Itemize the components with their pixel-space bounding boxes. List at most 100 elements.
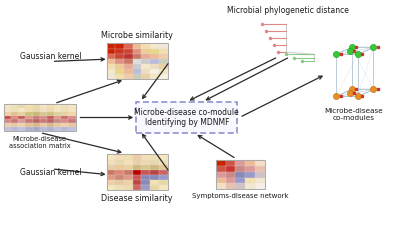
Bar [133, 165, 142, 170]
Bar [68, 108, 76, 112]
Text: Microbial phylogenetic distance: Microbial phylogenetic distance [227, 6, 349, 15]
Bar [106, 154, 115, 160]
Bar [47, 127, 54, 131]
Bar [18, 104, 26, 108]
Bar [4, 119, 11, 123]
Bar [226, 184, 236, 189]
Bar [124, 170, 133, 175]
Bar [124, 54, 133, 59]
Bar [159, 180, 168, 185]
Bar [245, 166, 255, 172]
Bar [26, 127, 33, 131]
Bar [124, 165, 133, 170]
Bar [142, 170, 150, 175]
Bar [236, 160, 245, 166]
Bar [40, 104, 47, 108]
Bar [33, 108, 40, 112]
Bar [11, 119, 18, 123]
Bar [124, 175, 133, 180]
Bar [115, 69, 124, 74]
Bar [216, 172, 226, 178]
Text: Symptoms-disease network: Symptoms-disease network [192, 193, 289, 199]
Bar [133, 175, 142, 180]
Text: Microbe-disease co-module: Microbe-disease co-module [134, 108, 239, 117]
Text: Gaussian kernel: Gaussian kernel [20, 168, 82, 177]
Bar [40, 127, 47, 131]
Bar [26, 108, 33, 112]
Bar [106, 180, 115, 185]
Bar [33, 116, 40, 119]
Bar [68, 123, 76, 127]
Bar [142, 54, 150, 59]
Bar [150, 160, 159, 165]
Bar [150, 43, 159, 49]
Bar [106, 69, 115, 74]
Bar [133, 69, 142, 74]
Bar [18, 108, 26, 112]
Bar [226, 160, 236, 166]
Bar [115, 43, 124, 49]
Bar [150, 165, 159, 170]
Bar [255, 172, 265, 178]
Bar [150, 74, 159, 79]
Bar [54, 108, 61, 112]
Bar [159, 54, 168, 59]
Bar [68, 116, 76, 119]
Bar [150, 185, 159, 190]
Bar [115, 74, 124, 79]
Bar [54, 104, 61, 108]
Bar [61, 127, 68, 131]
Bar [33, 123, 40, 127]
Bar [133, 160, 142, 165]
Bar [40, 116, 47, 119]
Bar [150, 64, 159, 69]
Bar [142, 49, 150, 54]
Bar [106, 43, 115, 49]
Bar [124, 69, 133, 74]
Bar [115, 64, 124, 69]
Bar [33, 112, 40, 116]
Bar [226, 166, 236, 172]
Bar [68, 119, 76, 123]
Bar [115, 154, 124, 160]
Bar [236, 178, 245, 184]
Bar [68, 112, 76, 116]
Text: Identifying by MDNMF: Identifying by MDNMF [144, 118, 229, 127]
Bar [115, 49, 124, 54]
Bar [159, 43, 168, 49]
Bar [216, 166, 226, 172]
Bar [255, 184, 265, 189]
Bar [159, 59, 168, 64]
Bar [115, 160, 124, 165]
Bar [33, 104, 40, 108]
Bar [255, 160, 265, 166]
Text: Microbe similarity: Microbe similarity [101, 31, 173, 40]
Bar [106, 160, 115, 165]
Bar [133, 64, 142, 69]
Bar [4, 108, 11, 112]
Bar [47, 104, 54, 108]
Bar [150, 54, 159, 59]
Bar [150, 49, 159, 54]
Bar [40, 108, 47, 112]
Bar [115, 54, 124, 59]
Bar [11, 104, 18, 108]
Bar [245, 184, 255, 189]
Bar [40, 123, 47, 127]
Bar [133, 54, 142, 59]
Bar [150, 175, 159, 180]
Bar [106, 74, 115, 79]
Bar [54, 116, 61, 119]
Bar [159, 69, 168, 74]
Bar [11, 116, 18, 119]
Bar [18, 116, 26, 119]
Bar [47, 123, 54, 127]
Bar [142, 160, 150, 165]
Bar [142, 74, 150, 79]
Bar [47, 112, 54, 116]
Bar [255, 166, 265, 172]
Bar [159, 74, 168, 79]
Bar [124, 59, 133, 64]
Bar [33, 127, 40, 131]
Bar [142, 69, 150, 74]
